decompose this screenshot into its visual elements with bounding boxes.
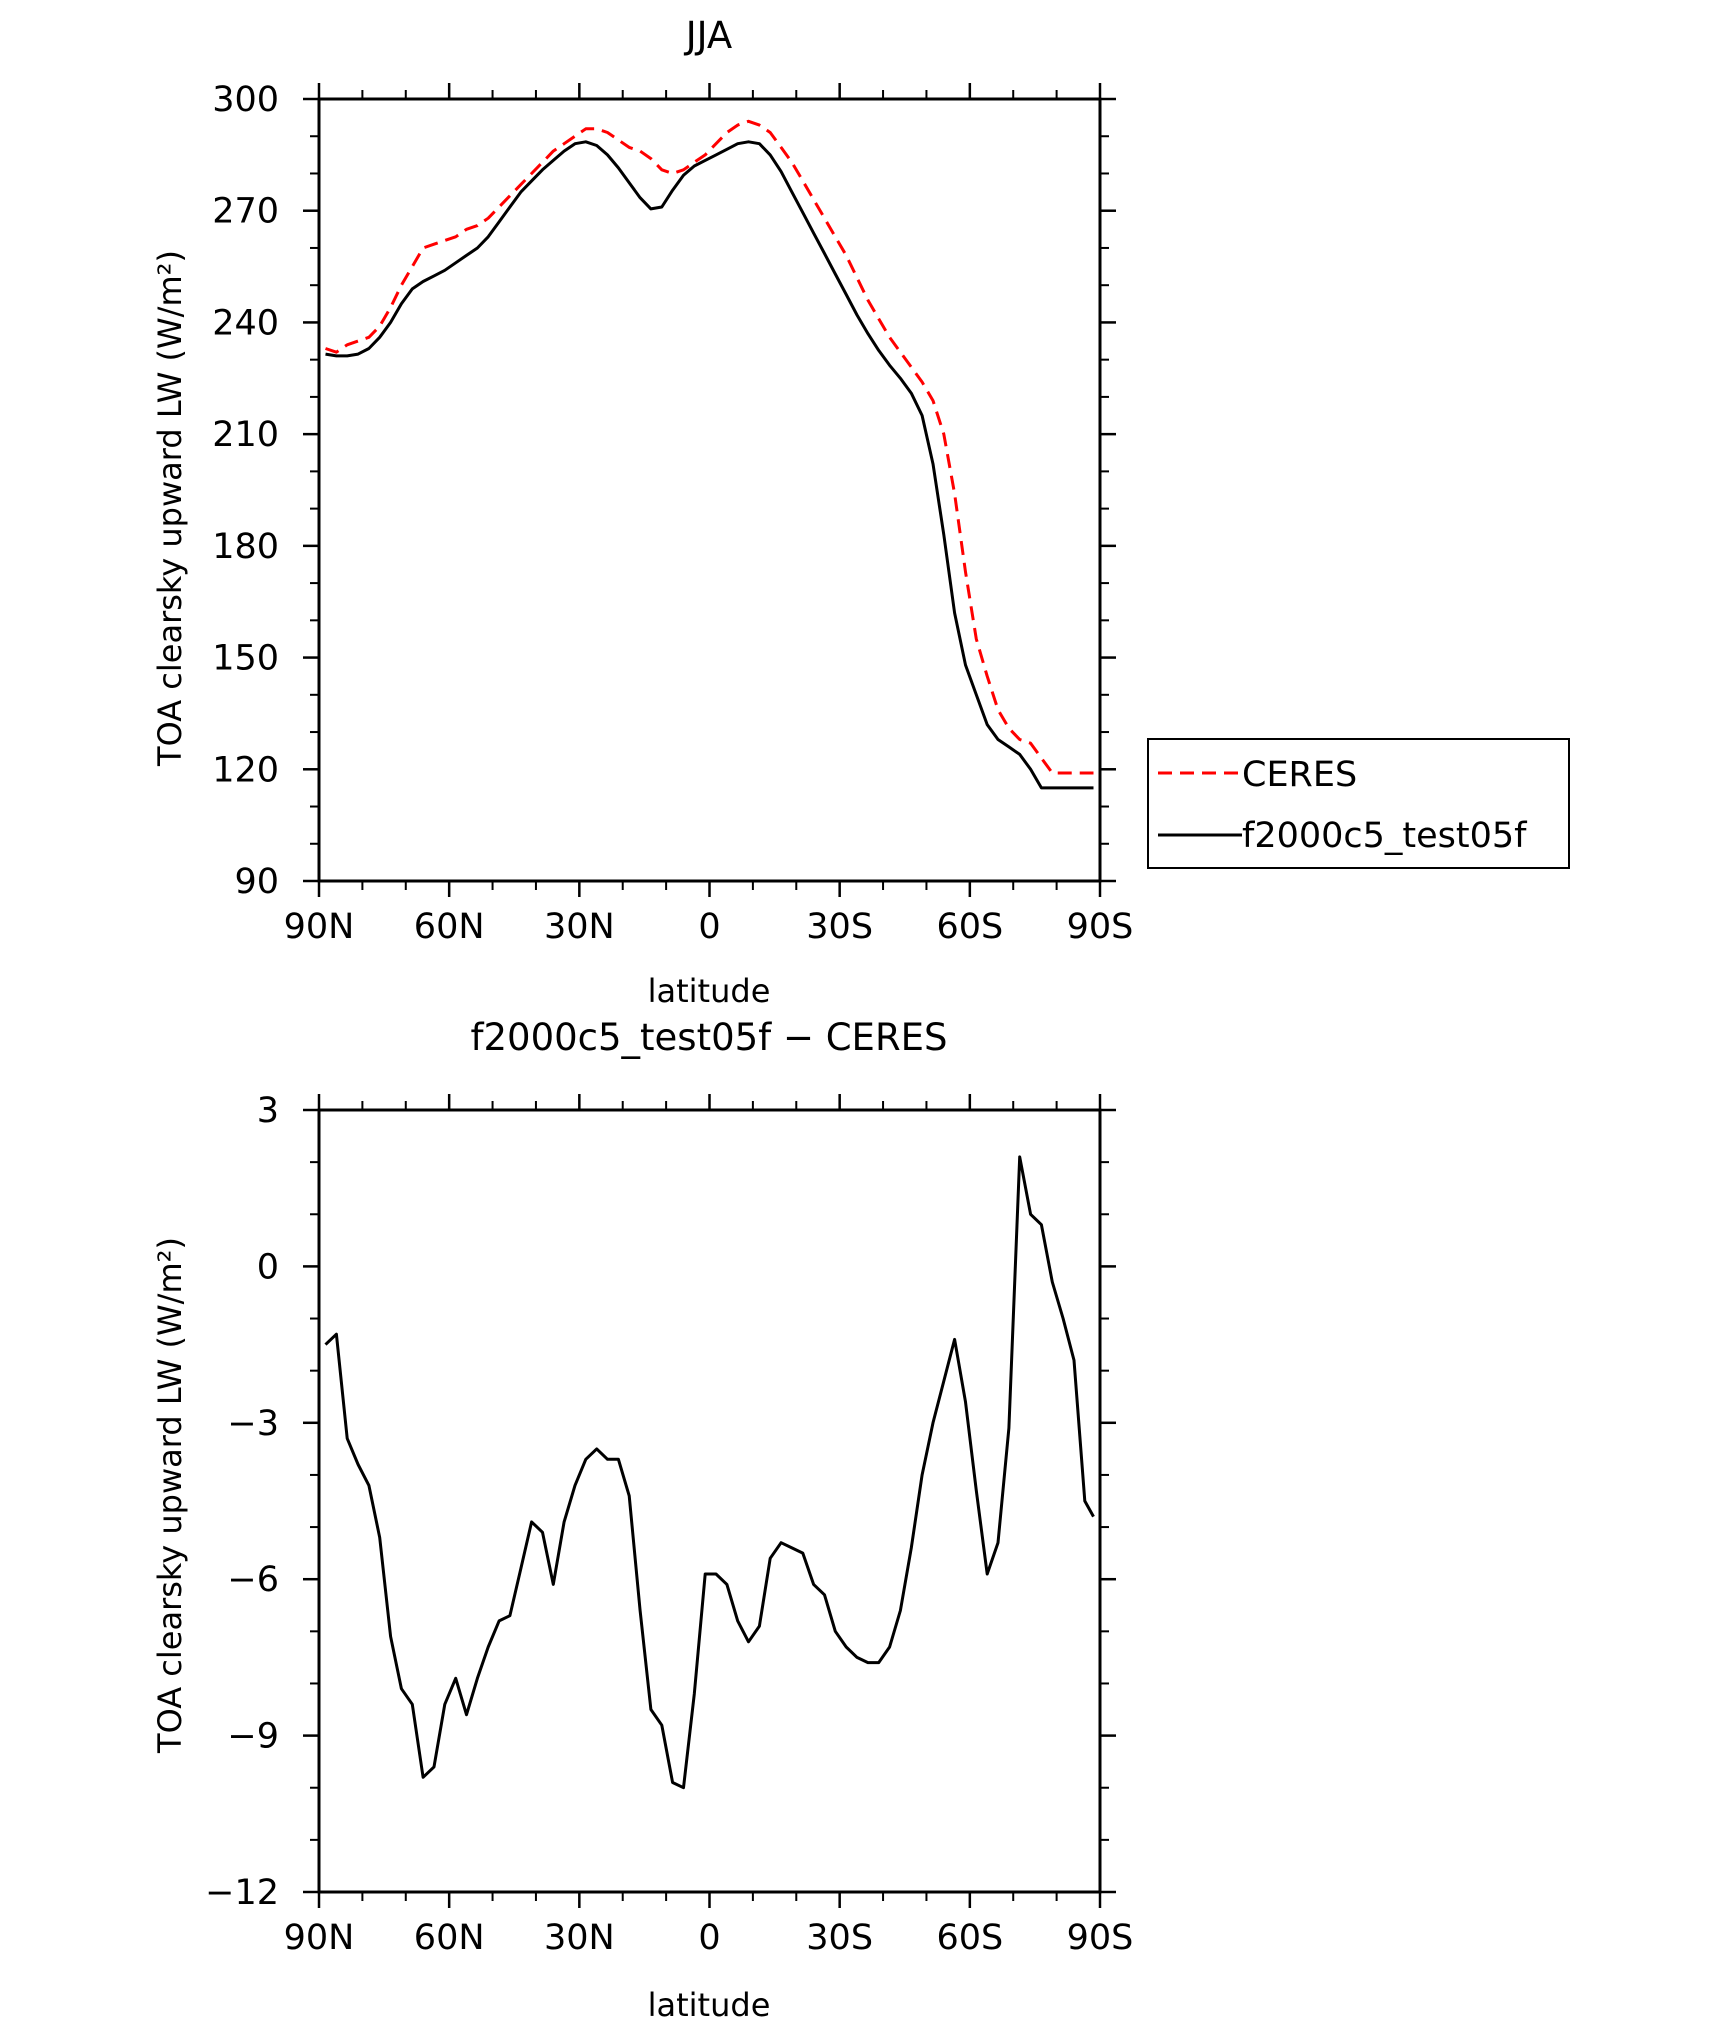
top-title: JJA	[684, 14, 733, 57]
y-tick-label: 240	[212, 303, 279, 343]
top-plot-frame	[317, 97, 1102, 883]
bottom-title: f2000c5_test05f − CERES	[470, 1016, 947, 1059]
top-series-group	[325, 119, 1094, 790]
y-tick-label: 3	[257, 1091, 279, 1131]
x-tick-label: 30S	[806, 1918, 873, 1958]
series-line-f2000c5-test05f	[325, 140, 1094, 790]
x-tick-label: 0	[698, 907, 720, 947]
x-tick-label: 60S	[936, 1918, 1003, 1958]
y-tick-label: −3	[227, 1404, 279, 1444]
y-tick-label: 0	[257, 1247, 279, 1287]
x-tick-label: 0	[698, 1918, 720, 1958]
y-tick-label: 300	[212, 80, 279, 120]
top-x-tick-labels: 90N 60N 30N 0 30S 60S 90S	[284, 907, 1134, 947]
x-tick-label: 90S	[1067, 907, 1134, 947]
x-tick-label: 60N	[414, 1918, 485, 1958]
bottom-plot-frame	[317, 1108, 1102, 1894]
bottom-ticks	[303, 1094, 1116, 1908]
x-tick-label: 60N	[414, 907, 485, 947]
series-line-ceres	[325, 119, 1094, 775]
bottom-series-group	[324, 1155, 1095, 1790]
y-tick-label: 180	[212, 527, 279, 567]
bottom-y-tick-labels: −12 −9 −6 −3 0 3	[205, 1091, 279, 1913]
x-tick-label: 90S	[1067, 1918, 1134, 1958]
y-tick-label: 210	[212, 415, 279, 455]
x-tick-label: 30N	[544, 1918, 615, 1958]
y-tick-label: −12	[205, 1873, 279, 1913]
top-y-axis-title: TOA clearsky upward LW (W/m²)	[151, 250, 189, 767]
y-tick-label: 120	[212, 750, 279, 790]
legend-label-ceres: CERES	[1242, 755, 1357, 795]
y-tick-label: 150	[212, 639, 279, 679]
legend-box	[1147, 738, 1570, 869]
y-tick-label: −6	[227, 1560, 279, 1600]
top-panel: JJA 90N 60N 30N 0 30S 60S 90S 90 120 150 180 210 24…	[151, 14, 1570, 1010]
bottom-x-tick-labels: 90N 60N 30N 0 30S 60S 90S	[284, 1918, 1134, 1958]
y-tick-label: −9	[227, 1717, 279, 1757]
x-tick-label: 30S	[806, 907, 873, 947]
x-tick-label: 90N	[284, 907, 355, 947]
top-x-axis-title: latitude	[648, 972, 771, 1010]
bottom-y-axis-title: TOA clearsky upward LW (W/m²)	[151, 1237, 189, 1754]
series-line-difference	[324, 1155, 1095, 1790]
top-legend: CERES f2000c5_test05f	[1147, 738, 1570, 869]
x-tick-label: 90N	[284, 1918, 355, 1958]
y-tick-label: 90	[234, 862, 279, 902]
x-tick-label: 60S	[936, 907, 1003, 947]
bottom-x-axis-title: latitude	[648, 1986, 771, 2021]
top-ticks	[303, 83, 1116, 897]
legend-label-model: f2000c5_test05f	[1242, 816, 1527, 856]
x-tick-label: 30N	[544, 907, 615, 947]
top-y-tick-labels: 90 120 150 180 210 240 270 300	[212, 80, 279, 902]
y-tick-label: 270	[212, 192, 279, 232]
bottom-panel: f2000c5_test05f − CERES 90N 60N 30N 0 30S 60S…	[151, 1016, 1133, 2021]
